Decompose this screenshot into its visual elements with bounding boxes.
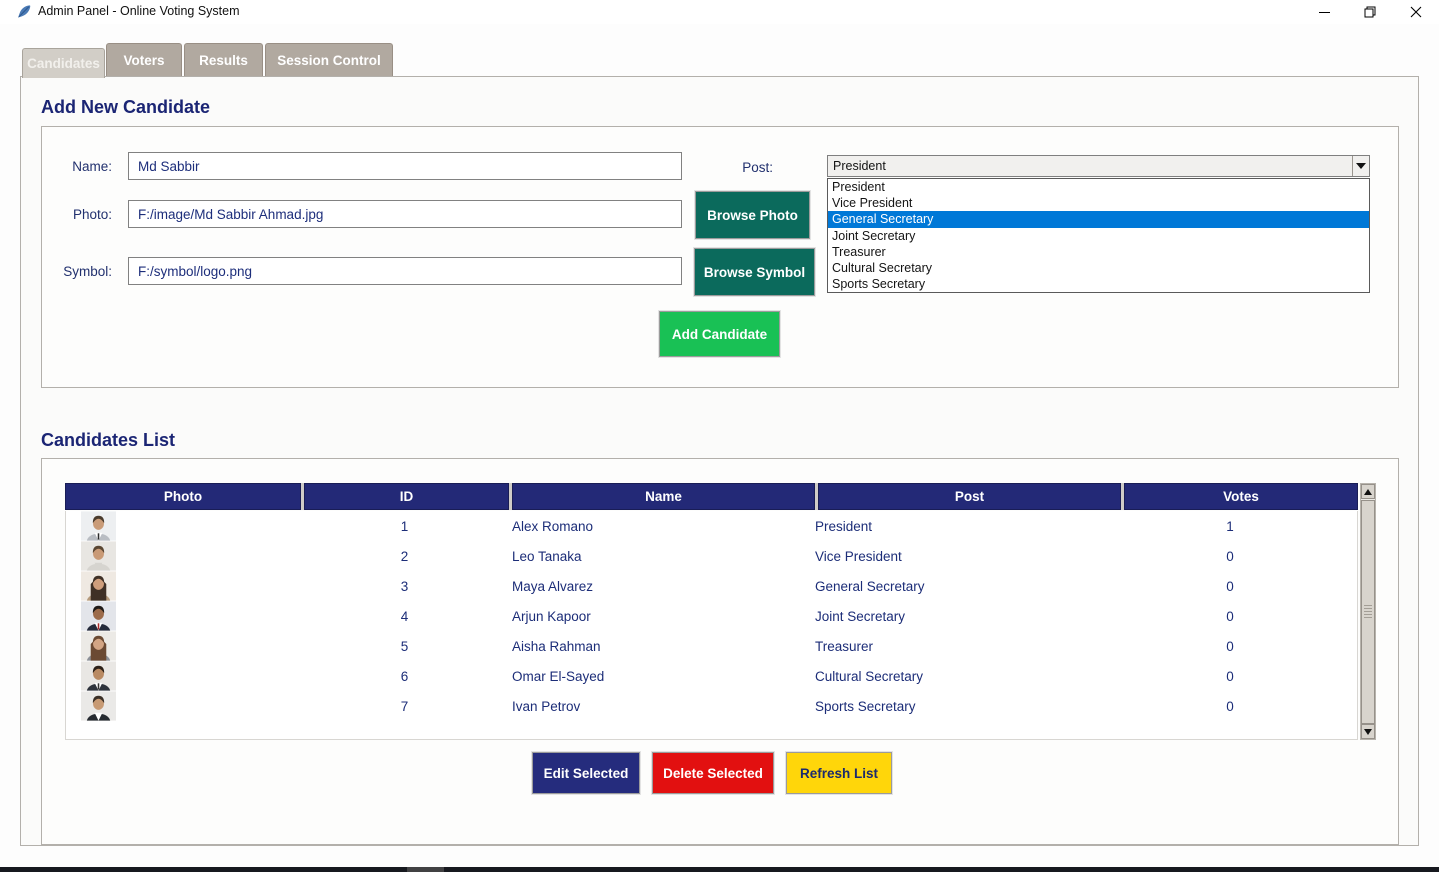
cell-post: Joint Secretary [815,608,906,624]
candidate-photo [81,541,116,571]
table-row[interactable]: 5 Aisha Rahman Treasurer 0 [66,631,1357,661]
photo-label: Photo: [72,207,112,222]
candidate-photo [81,601,116,631]
table-row[interactable]: 6 Omar El-Sayed Cultural Secretary 0 [66,661,1357,691]
table-row[interactable]: 4 Arjun Kapoor Joint Secretary 0 [66,601,1357,631]
scrollbar-grip-icon [1364,605,1372,619]
triangle-down-icon [1364,728,1372,735]
post-dropdown-list: President Vice President General Secreta… [827,178,1370,293]
cell-name: Arjun Kapoor [512,608,591,624]
edit-selected-button[interactable]: Edit Selected [532,752,640,794]
cell-votes: 0 [1226,548,1234,564]
post-combobox-arrow-button[interactable] [1352,156,1369,176]
post-option-joint-secretary[interactable]: Joint Secretary [832,228,916,243]
table-header: Photo ID Name Post Votes [65,483,1358,510]
cell-id: 6 [400,668,409,684]
refresh-list-button[interactable]: Refresh List [786,752,892,794]
triangle-up-icon [1364,488,1372,495]
scroll-up-button[interactable] [1361,484,1375,499]
cell-id: 3 [400,578,409,594]
photo-input[interactable]: F:/image/Md Sabbir Ahmad.jpg [128,200,682,228]
post-option-sports-secretary[interactable]: Sports Secretary [832,277,926,292]
cell-id: 7 [400,698,409,714]
candidate-photo [81,661,116,691]
tab-results[interactable]: Results [184,43,263,77]
tab-voters[interactable]: Voters [106,43,182,77]
table-scrollbar[interactable] [1360,483,1376,740]
post-option-general-secretary[interactable]: General Secretary [828,211,1369,228]
table-row[interactable]: 7 Ivan Petrov Sports Secretary 0 [66,691,1357,721]
delete-selected-button[interactable]: Delete Selected [652,752,774,794]
cell-name: Leo Tanaka [512,548,582,564]
post-combobox-value: President [833,159,886,173]
candidate-photo [81,571,116,601]
cell-votes: 1 [1226,518,1234,534]
symbol-input[interactable]: F:/symbol/logo.png [128,257,682,285]
cell-post: Treasurer [815,638,874,654]
cell-post: President [815,518,873,534]
cell-votes: 0 [1226,668,1234,684]
table-row[interactable]: 2 Leo Tanaka Vice President 0 [66,541,1357,571]
candidates-list-heading: Candidates List [41,430,176,450]
column-header-name[interactable]: Name [512,483,815,510]
candidates-table: 1 Alex Romano President 1 2 Leo Tanaka V… [65,511,1358,740]
taskbar-strip-segment [407,867,444,872]
restore-button[interactable] [1347,0,1393,24]
cell-votes: 0 [1226,608,1234,624]
cell-name: Ivan Petrov [512,698,581,714]
cell-name: Aisha Rahman [512,638,601,654]
add-candidate-heading: Add New Candidate [41,97,211,117]
window-title: Admin Panel - Online Voting System [38,4,240,18]
column-header-votes[interactable]: Votes [1124,483,1358,510]
post-option-cultural-secretary[interactable]: Cultural Secretary [832,261,933,276]
cell-post: General Secretary [815,578,925,594]
cell-id: 2 [400,548,409,564]
post-label: Post: [742,160,773,175]
cell-post: Cultural Secretary [815,668,924,684]
table-row[interactable]: 3 Maya Alvarez General Secretary 0 [66,571,1357,601]
taskbar-strip [0,867,1439,872]
cell-post: Sports Secretary [815,698,916,714]
cell-name: Maya Alvarez [512,578,594,594]
browse-photo-button[interactable]: Browse Photo [695,191,810,239]
column-header-photo[interactable]: Photo [65,483,301,510]
cell-id: 4 [400,608,409,624]
add-candidate-button[interactable]: Add Candidate [659,311,780,357]
name-input[interactable]: Md Sabbir [128,152,682,180]
close-icon [1410,6,1422,18]
symbol-label: Symbol: [63,264,112,279]
cell-name: Omar El-Sayed [512,668,605,684]
table-row[interactable]: 1 Alex Romano President 1 [66,511,1357,541]
minimize-icon [1318,11,1330,13]
scroll-down-button[interactable] [1361,724,1375,739]
feather-icon [18,5,31,18]
browse-symbol-button[interactable]: Browse Symbol [694,248,815,296]
candidate-photo [81,631,116,661]
column-header-id[interactable]: ID [304,483,509,510]
candidate-photo [81,511,116,541]
cell-votes: 0 [1226,698,1234,714]
cell-id: 1 [400,518,409,534]
chevron-down-icon [1356,163,1366,169]
restore-icon [1364,6,1376,18]
post-option-treasurer[interactable]: Treasurer [832,244,886,259]
post-option-president[interactable]: President [832,180,885,195]
cell-votes: 0 [1226,578,1234,594]
candidate-photo [81,691,116,721]
cell-post: Vice President [815,548,902,564]
cell-votes: 0 [1226,638,1234,654]
close-button[interactable] [1393,0,1439,24]
column-header-post[interactable]: Post [818,483,1121,510]
name-label: Name: [72,159,112,174]
scrollbar-thumb[interactable] [1361,500,1375,724]
post-combobox[interactable]: President [827,155,1370,177]
titlebar: Admin Panel - Online Voting System [0,0,1439,24]
tab-session-control[interactable]: Session Control [265,43,393,77]
cell-name: Alex Romano [512,518,594,534]
tab-candidates[interactable]: Candidates [22,48,105,78]
minimize-button[interactable] [1301,0,1347,24]
post-option-vice-president[interactable]: Vice President [832,196,913,211]
cell-id: 5 [400,638,409,654]
